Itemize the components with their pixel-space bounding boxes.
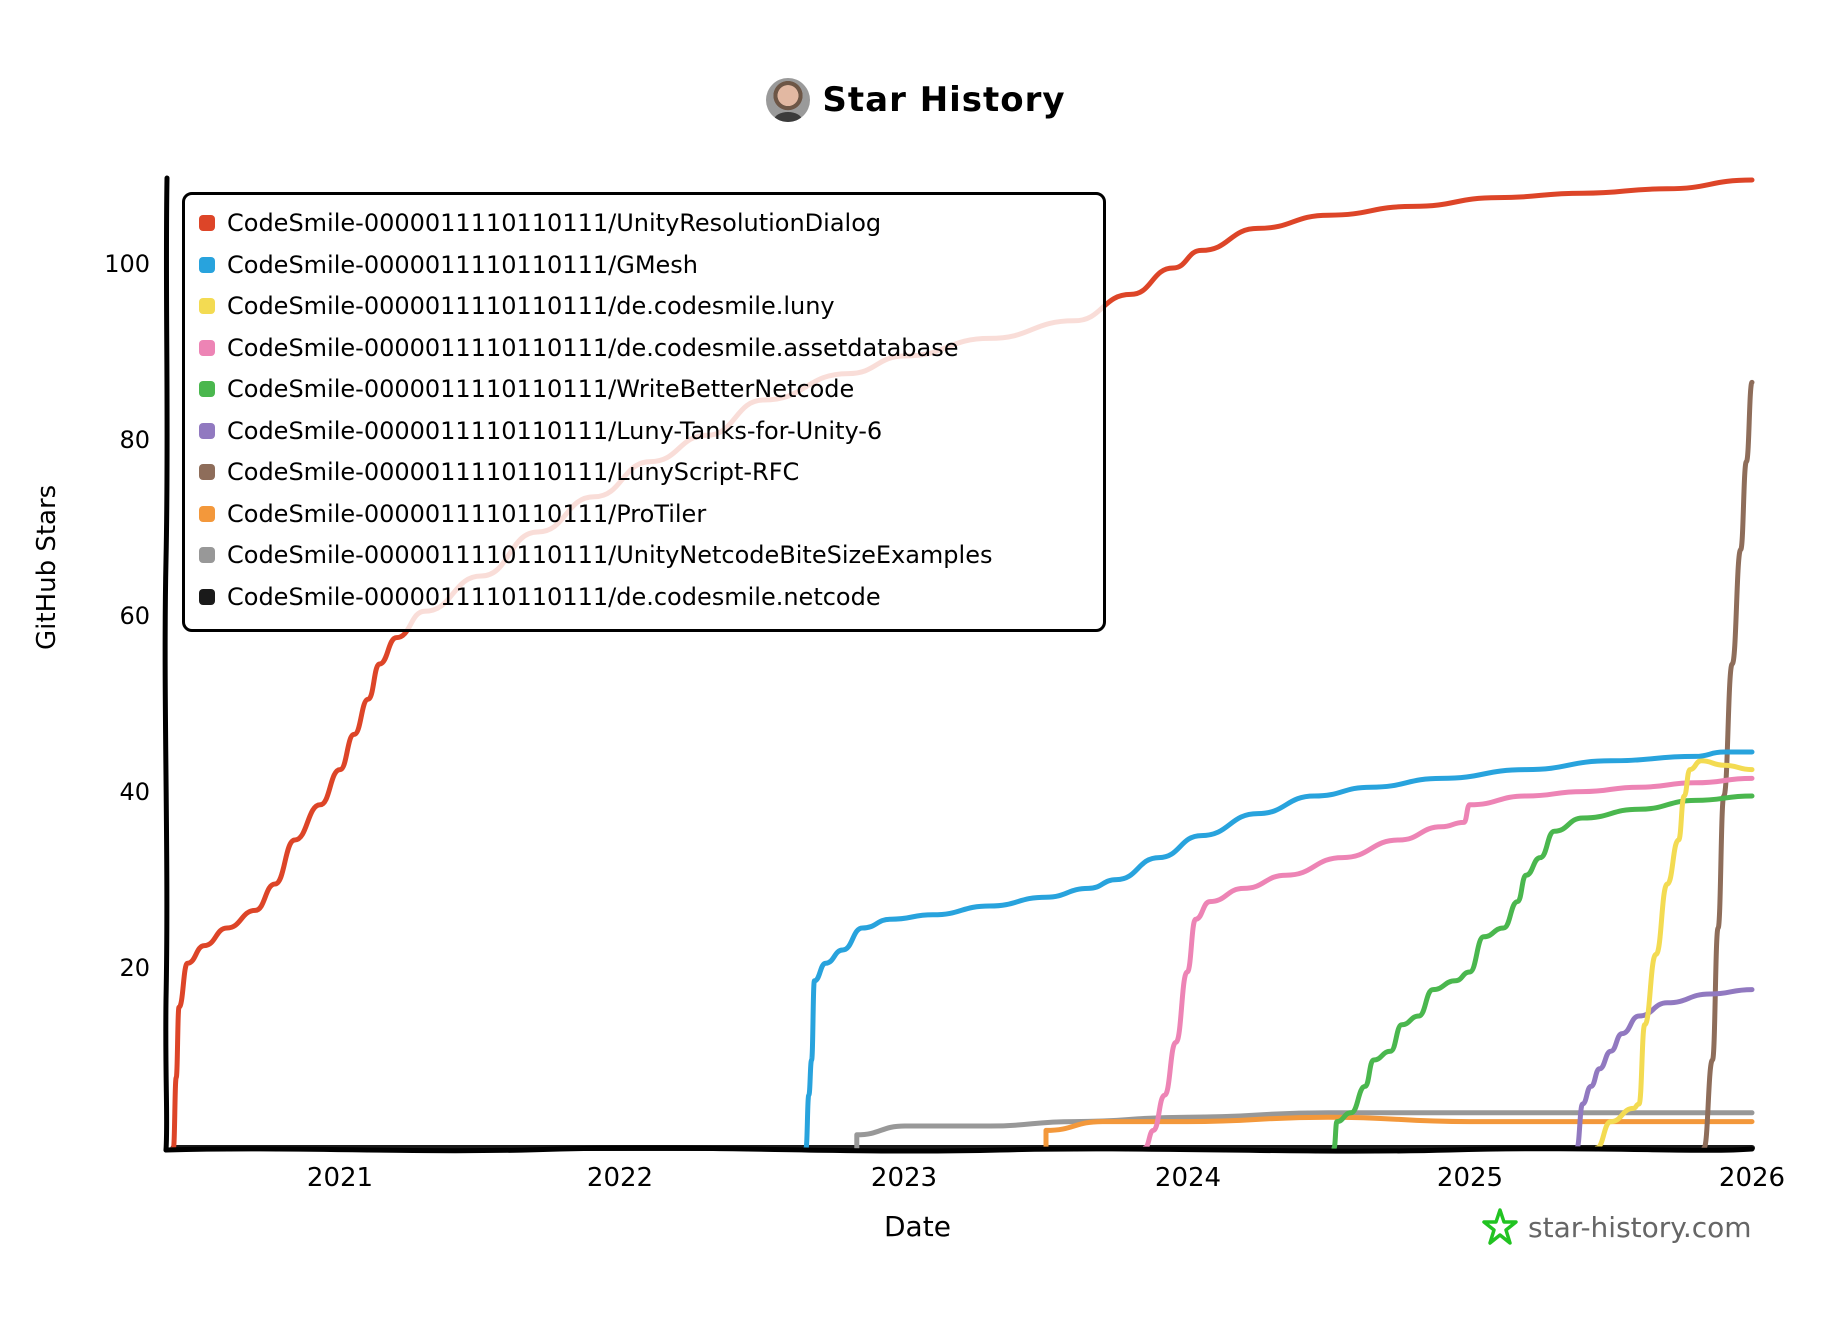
x-tick-2024: 2024 [1154,1163,1222,1193]
legend-swatch [199,256,215,273]
y-axis-line [162,175,170,1153]
series-line [1701,379,1755,1151]
x-tick-2022: 2022 [586,1163,654,1193]
y-tick-60: 60 [119,602,150,630]
y-axis-label: GitHub Stars [32,484,62,650]
star-outline-icon [1482,1208,1518,1245]
legend-item[interactable]: CodeSmile-0000011110110111/LunyScript-RF… [199,458,799,486]
legend-label: CodeSmile-0000011110110111/LunyScript-RF… [227,458,800,486]
series-line [1331,793,1755,1151]
y-tick-20: 20 [119,954,150,982]
series-line [1594,758,1755,1151]
legend-item[interactable]: CodeSmile-0000011110110111/de.codesmile.… [199,583,881,611]
x-tick-2025: 2025 [1436,1163,1504,1193]
legend-swatch [199,505,215,522]
chart-title: Star History [822,80,1066,120]
chart-header: Star History [0,78,1832,122]
legend-box: CodeSmile-0000011110110111/UnityResoluti… [182,192,1106,632]
y-tick-100: 100 [104,250,150,278]
x-axis-line [163,1145,1755,1154]
legend-item[interactable]: CodeSmile-0000011110110111/Luny-Tanks-fo… [199,417,882,445]
legend-swatch [199,298,215,314]
legend-swatch [199,464,215,480]
legend-swatch [199,547,215,563]
legend-swatch [199,422,215,439]
legend-label: CodeSmile-0000011110110111/de.codesmile.… [227,582,881,611]
legend-item[interactable]: CodeSmile-0000011110110111/ProTiler [199,500,706,528]
x-tick-2023: 2023 [870,1163,938,1193]
legend-label: CodeSmile-0000011110110111/GMesh [227,250,698,279]
y-tick-80: 80 [119,426,150,454]
x-tick-2026: 2026 [1718,1163,1786,1193]
legend-label: CodeSmile-0000011110110111/WriteBetterNe… [227,375,855,403]
legend-item[interactable]: CodeSmile-0000011110110111/UnityResoluti… [199,209,881,237]
legend-item[interactable]: CodeSmile-0000011110110111/de.codesmile.… [199,292,835,320]
x-tick-2021: 2021 [306,1163,374,1193]
legend-item[interactable]: CodeSmile-0000011110110111/GMesh [199,251,698,279]
x-axis-label: Date [884,1210,951,1243]
legend-item[interactable]: CodeSmile-0000011110110111/de.codesmile.… [199,334,959,362]
user-avatar [766,78,811,122]
watermark-link[interactable]: star-history.com [1482,1208,1752,1246]
legend-swatch [199,381,215,397]
legend-label: CodeSmile-0000011110110111/UnityNetcodeB… [227,541,993,569]
legend-swatch [199,339,215,356]
legend-item[interactable]: CodeSmile-0000011110110111/UnityNetcodeB… [199,541,992,569]
legend-label: CodeSmile-0000011110110111/UnityResoluti… [227,209,882,237]
legend-swatch [199,215,215,231]
watermark-text: star-history.com [1528,1210,1752,1244]
legend-label: CodeSmile-0000011110110111/de.codesmile.… [227,292,835,320]
legend-label: CodeSmile-0000011110110111/Luny-Tanks-fo… [227,416,883,445]
series-line [854,1110,1755,1151]
legend-label: CodeSmile-0000011110110111/ProTiler [227,499,707,528]
y-tick-40: 40 [119,778,150,806]
series-line [1574,987,1755,1151]
legend-swatch [199,588,215,605]
legend-label: CodeSmile-0000011110110111/de.codesmile.… [227,333,959,362]
series-line [803,749,1755,1151]
legend-item[interactable]: CodeSmile-0000011110110111/WriteBetterNe… [199,375,854,403]
series-line [1142,775,1755,1151]
